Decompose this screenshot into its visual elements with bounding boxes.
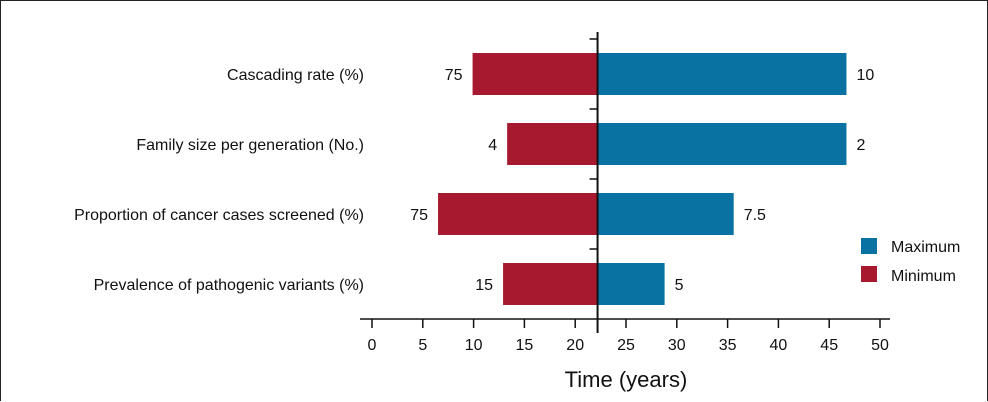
category-label: Prevalence of pathogenic variants (%) [94,277,364,294]
x-tick-label: 45 [820,337,838,354]
bar-minimum [438,193,598,235]
bar-minimum [507,123,598,165]
bar-maximum [597,193,734,235]
x-axis-title: Time (years) [565,367,688,392]
x-tick-label: 20 [566,337,584,354]
bar-maximum [597,53,847,95]
x-tick-label: 25 [617,337,635,354]
x-tick-label: 0 [368,337,377,354]
bar-minimum-label: 4 [488,137,497,154]
category-label: Family size per generation (No.) [136,137,364,154]
bar-maximum-label: 5 [675,277,684,294]
x-tick-label: 40 [770,337,788,354]
x-tick-label: 15 [516,337,534,354]
x-tick-label: 35 [719,337,737,354]
bar-maximum-label: 2 [856,137,865,154]
bar-minimum-label: 75 [410,207,428,224]
bar-maximum-label: 10 [856,67,874,84]
legend-swatch-minimum [861,266,877,282]
x-tick-label: 5 [418,337,427,354]
bar-minimum [472,53,598,95]
bar-minimum [503,263,598,305]
category-label: Proportion of cancer cases screened (%) [74,207,364,224]
bar-minimum-label: 15 [475,277,493,294]
category-label: Cascading rate (%) [227,67,364,84]
x-tick-label: 30 [668,337,686,354]
bar-maximum [597,263,665,305]
x-tick-label: 10 [465,337,483,354]
x-tick-label: 50 [871,337,889,354]
bar-maximum-label: 7.5 [744,207,766,224]
bar-minimum-label: 75 [445,67,463,84]
legend-swatch-maximum [861,238,877,254]
legend-label-minimum: Minimum [891,268,956,285]
legend-label-maximum: Maximum [891,239,960,256]
bar-maximum [597,123,847,165]
